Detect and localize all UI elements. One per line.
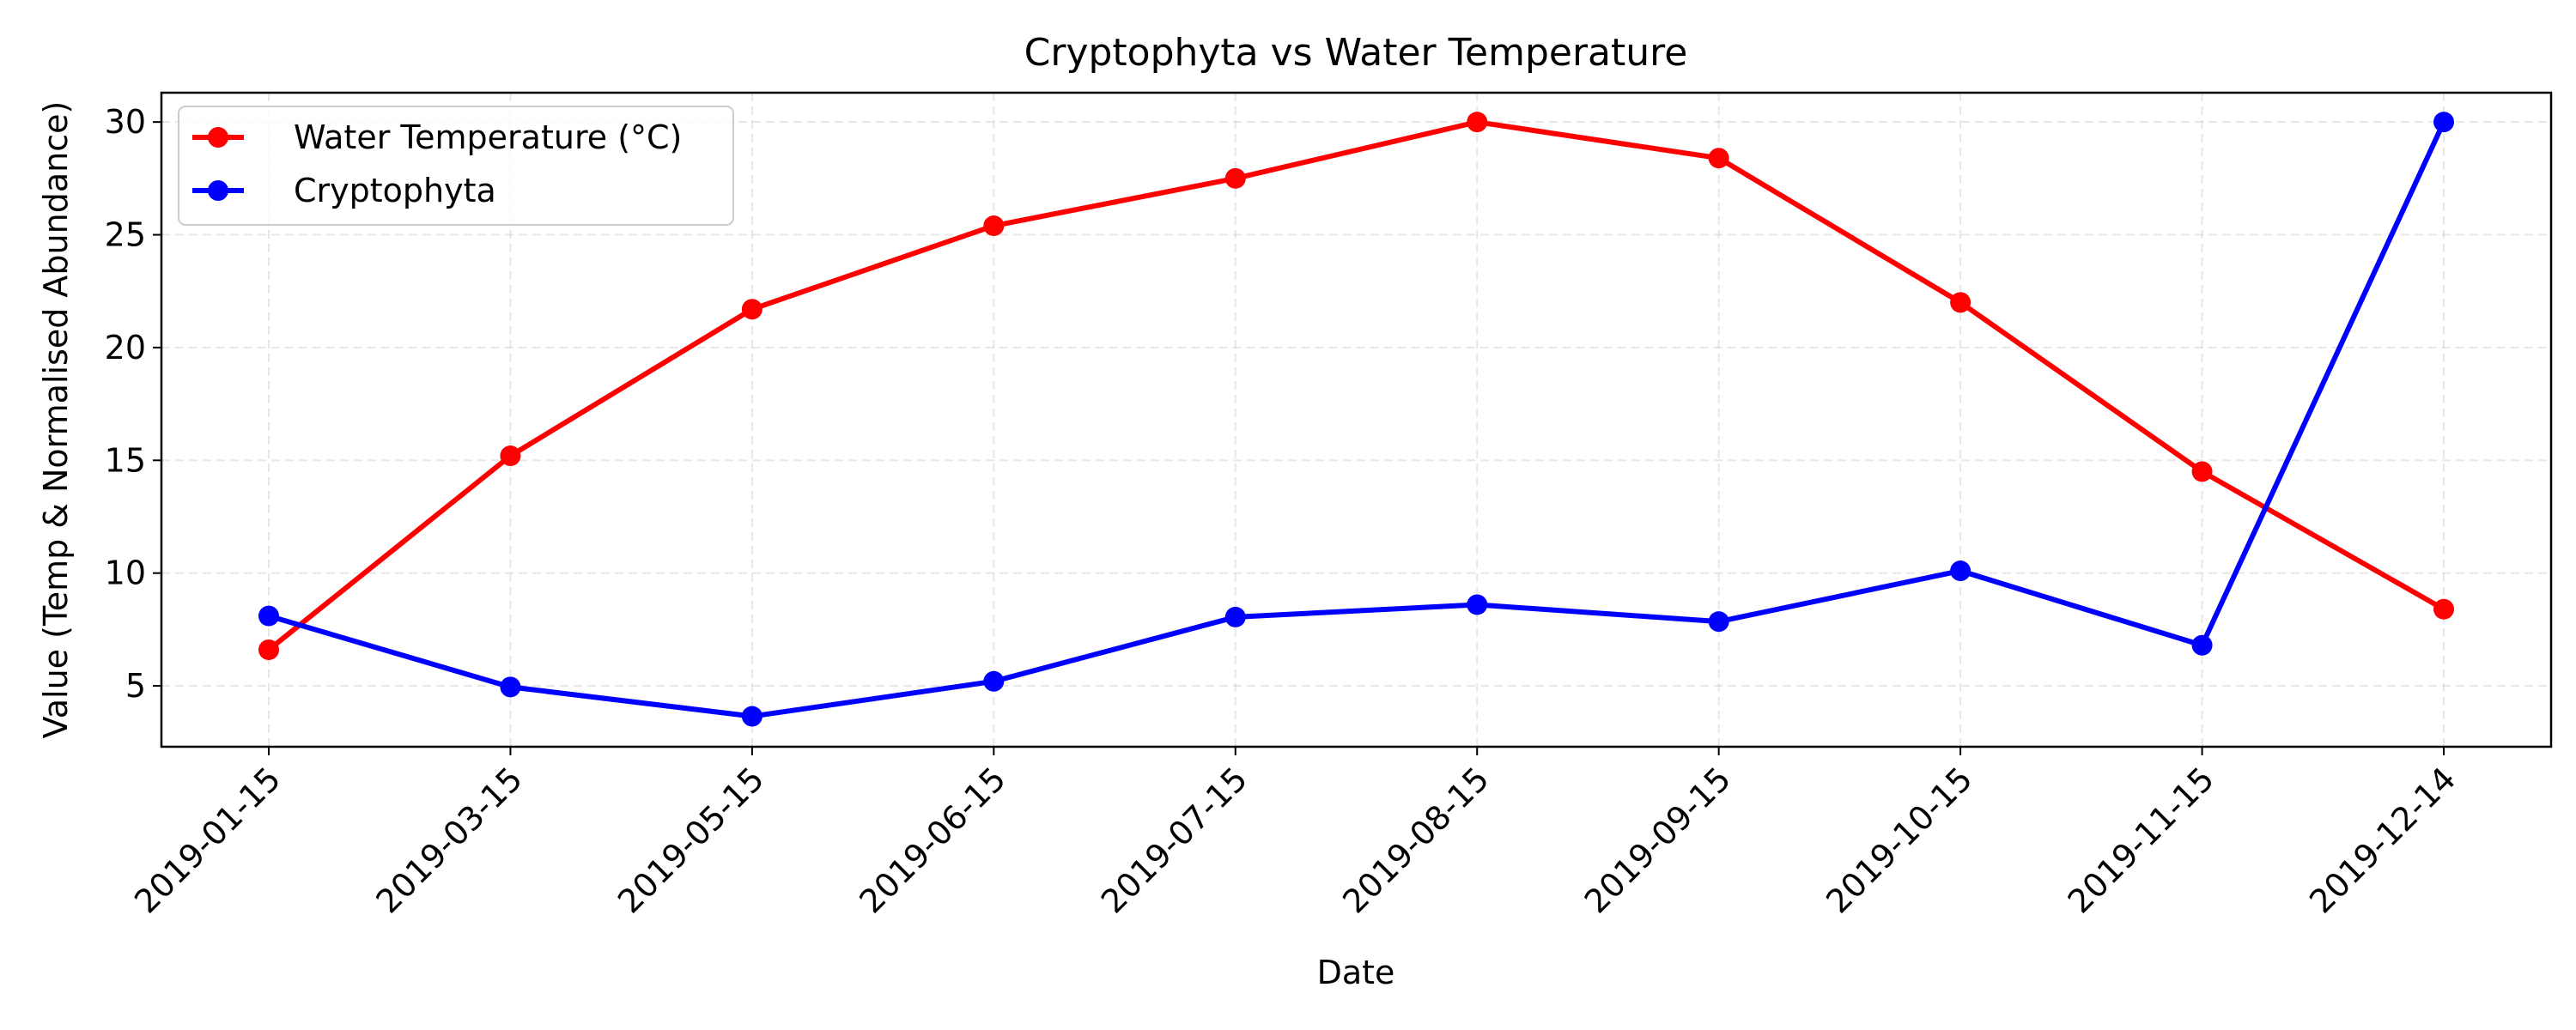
- data-point-cryptophyta: [1708, 611, 1729, 633]
- data-point-water-temperature-c: [1950, 292, 1971, 313]
- series-cryptophyta: [258, 112, 2454, 727]
- legend-box: [178, 106, 734, 226]
- data-point-water-temperature-c: [741, 299, 762, 320]
- data-point-cryptophyta: [2191, 634, 2213, 656]
- chart-title: Cryptophyta vs Water Temperature: [1024, 31, 1688, 75]
- legend-label-cryptophyta: Cryptophyta: [294, 172, 496, 209]
- series-water-temperature-c: [258, 112, 2454, 661]
- y-tick-label: 10: [105, 554, 146, 592]
- x-axis-label: Date: [1317, 954, 1395, 991]
- data-point-cryptophyta: [2433, 112, 2454, 133]
- y-axis-label: Value (Temp & Normalised Abundance): [37, 101, 75, 739]
- data-point-cryptophyta: [1950, 560, 1971, 582]
- data-point-water-temperature-c: [2433, 598, 2454, 620]
- data-point-cryptophyta: [1467, 594, 1488, 615]
- legend-entry-cryptophyta: Cryptophyta: [192, 172, 496, 209]
- series-line-cryptophyta: [268, 120, 2446, 719]
- legend-entry-water-temperature: Water Temperature (°C): [192, 118, 682, 156]
- data-point-water-temperature-c: [983, 215, 1005, 237]
- data-point-water-temperature-c: [1224, 167, 1246, 189]
- data-point-water-temperature-c: [2191, 461, 2213, 482]
- y-axis: 5 10 15 20 25 30: [105, 103, 161, 705]
- data-point-cryptophyta: [258, 605, 279, 627]
- data-point-water-temperature-c: [1708, 148, 1729, 169]
- data-point-water-temperature-c: [258, 639, 279, 661]
- y-tick-label: 25: [105, 216, 146, 254]
- plot-frame: [160, 91, 2553, 748]
- legend-marker-cryptophyta: [208, 180, 228, 201]
- data-point-cryptophyta: [1224, 606, 1246, 627]
- y-tick-label: 5: [125, 667, 146, 705]
- data-point-water-temperature-c: [1467, 112, 1488, 133]
- y-tick-label: 20: [105, 329, 146, 367]
- data-point-cryptophyta: [500, 676, 521, 698]
- series-line-water-temperature-c: [267, 119, 2445, 652]
- y-tick-label: 15: [105, 441, 146, 479]
- data-point-cryptophyta: [741, 706, 762, 727]
- legend-marker-water-temperature: [208, 127, 228, 148]
- legend-label-water-temperature: Water Temperature (°C): [294, 118, 682, 156]
- series-lines: [258, 112, 2454, 727]
- y-tick-label: 30: [105, 103, 146, 141]
- legend: Water Temperature (°C) Cryptophyta: [178, 106, 734, 226]
- data-point-water-temperature-c: [500, 445, 521, 467]
- data-point-cryptophyta: [983, 670, 1005, 692]
